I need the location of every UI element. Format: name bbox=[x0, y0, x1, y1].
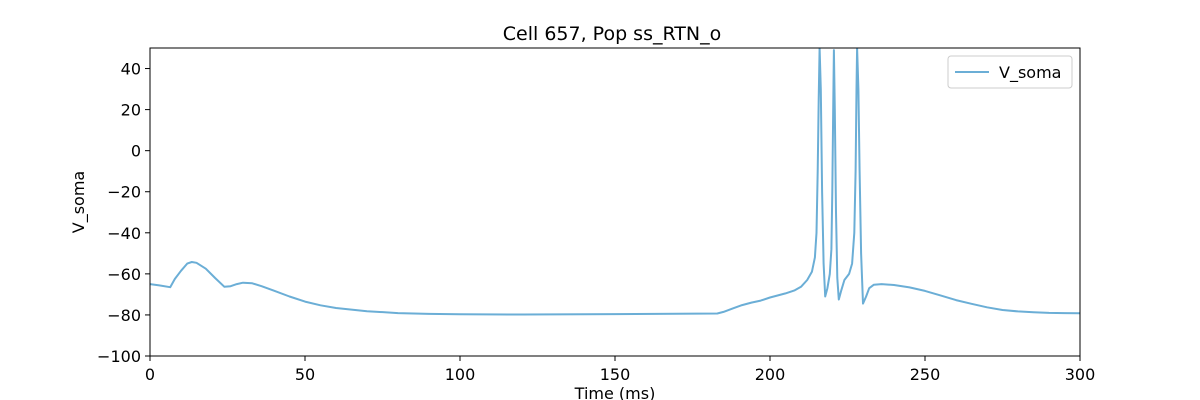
x-tick-label: 50 bbox=[295, 365, 315, 384]
chart-title: Cell 657, Pop ss_RTN_o bbox=[503, 23, 721, 45]
plot-area bbox=[149, 47, 1081, 357]
y-tick-label: 0 bbox=[131, 142, 141, 161]
y-axis-ticks: −100 −80 −60 −40 −20 0 20 40 bbox=[97, 60, 150, 366]
y-axis-label: V_soma bbox=[69, 171, 89, 233]
y-tick-label: −40 bbox=[107, 224, 141, 243]
y-tick-label: 40 bbox=[121, 60, 141, 79]
x-tick-label: 200 bbox=[755, 365, 786, 384]
legend-label-v-soma: V_soma bbox=[999, 63, 1061, 83]
legend-frame bbox=[947, 55, 1073, 89]
y-tick-label: −100 bbox=[97, 347, 141, 366]
x-tick-label: 150 bbox=[600, 365, 631, 384]
y-tick-label: −20 bbox=[107, 183, 141, 202]
x-tick-label: 100 bbox=[445, 365, 476, 384]
series-line-v-soma bbox=[150, 48, 1080, 316]
x-axis-label: Time (ms) bbox=[574, 384, 656, 400]
x-tick-label: 250 bbox=[910, 365, 941, 384]
y-tick-label: −80 bbox=[107, 306, 141, 325]
x-tick-label: 300 bbox=[1065, 365, 1096, 384]
x-axis-ticks: 0 50 100 150 200 250 300 bbox=[145, 356, 1095, 384]
x-tick-label: 0 bbox=[145, 365, 155, 384]
y-tick-label: 20 bbox=[121, 101, 141, 120]
legend: V_soma bbox=[947, 55, 1073, 89]
y-tick-label: −60 bbox=[107, 265, 141, 284]
